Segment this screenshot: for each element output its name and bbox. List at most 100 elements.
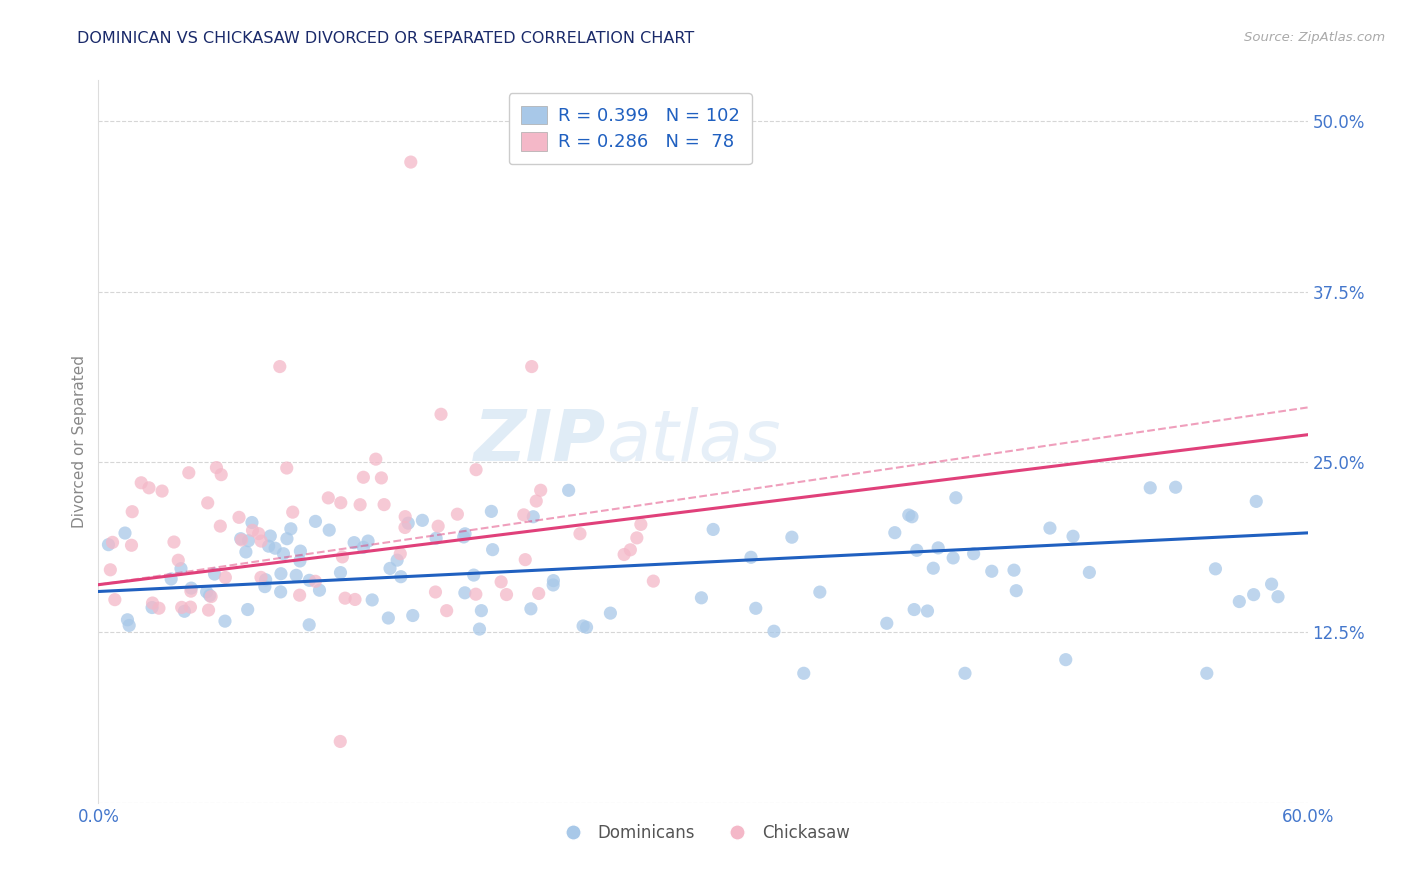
Point <box>515 552 537 566</box>
Point <box>454 526 477 541</box>
Y-axis label: Divorced or Separated: Divorced or Separated <box>72 355 87 528</box>
Point <box>808 585 831 599</box>
Point <box>114 526 136 541</box>
Point <box>464 587 486 601</box>
Point <box>524 494 547 508</box>
Point <box>430 407 453 421</box>
Point <box>917 604 939 618</box>
Point <box>364 452 387 467</box>
Point <box>173 604 195 618</box>
Point <box>454 586 477 600</box>
Point <box>250 570 273 584</box>
Point <box>903 602 925 616</box>
Point <box>357 534 380 549</box>
Point <box>1244 494 1267 508</box>
Point <box>148 601 170 615</box>
Point <box>745 601 768 615</box>
Point <box>257 539 280 553</box>
Point <box>273 547 295 561</box>
Point <box>332 549 354 564</box>
Point <box>953 666 976 681</box>
Point <box>427 519 450 533</box>
Point <box>197 603 219 617</box>
Point <box>204 567 226 582</box>
Point <box>945 491 967 505</box>
Point <box>97 538 120 552</box>
Point <box>389 547 412 561</box>
Point <box>280 522 302 536</box>
Point <box>572 619 595 633</box>
Point <box>209 519 232 533</box>
Point <box>396 516 419 531</box>
Point <box>619 542 641 557</box>
Point <box>541 578 564 592</box>
Point <box>180 584 202 599</box>
Point <box>118 618 141 632</box>
Point <box>141 600 163 615</box>
Point <box>630 517 652 532</box>
Point <box>121 505 143 519</box>
Text: ZIP: ZIP <box>474 407 606 476</box>
Point <box>922 561 945 575</box>
Point <box>250 534 273 549</box>
Point <box>259 529 281 543</box>
Point <box>214 614 236 628</box>
Point <box>520 602 543 616</box>
Point <box>453 530 475 544</box>
Point <box>343 592 366 607</box>
Point <box>214 570 236 584</box>
Point <box>1195 666 1218 681</box>
Point <box>288 554 311 568</box>
Point <box>394 520 416 534</box>
Text: atlas: atlas <box>606 407 780 476</box>
Point <box>568 526 591 541</box>
Point <box>370 471 392 485</box>
Point <box>780 530 803 544</box>
Point <box>270 566 292 581</box>
Point <box>240 516 263 530</box>
Point <box>104 592 127 607</box>
Point <box>276 461 298 475</box>
Point <box>318 523 340 537</box>
Point <box>290 544 312 558</box>
Point <box>557 483 579 498</box>
Point <box>530 483 553 498</box>
Text: DOMINICAN VS CHICKASAW DIVORCED OR SEPARATED CORRELATION CHART: DOMINICAN VS CHICKASAW DIVORCED OR SEPAR… <box>77 31 695 46</box>
Point <box>253 580 276 594</box>
Point <box>101 535 124 549</box>
Point <box>690 591 713 605</box>
Point <box>901 509 924 524</box>
Point <box>197 496 219 510</box>
Point <box>141 596 163 610</box>
Point <box>495 588 517 602</box>
Point <box>463 568 485 582</box>
Point <box>177 466 200 480</box>
Point <box>446 507 468 521</box>
Point <box>247 526 270 541</box>
Point <box>180 581 202 595</box>
Point <box>927 541 949 555</box>
Point <box>436 604 458 618</box>
Point <box>1267 590 1289 604</box>
Point <box>905 543 928 558</box>
Point <box>304 515 326 529</box>
Point <box>352 470 374 484</box>
Point <box>389 570 412 584</box>
Point <box>626 531 648 545</box>
Point <box>160 572 183 586</box>
Point <box>740 550 762 565</box>
Point <box>333 591 356 606</box>
Point <box>308 583 330 598</box>
Point <box>170 561 193 575</box>
Point <box>270 585 292 599</box>
Point <box>121 538 143 552</box>
Point <box>198 589 221 603</box>
Point <box>876 616 898 631</box>
Point <box>98 563 121 577</box>
Point <box>520 359 543 374</box>
Legend: Dominicans, Chickasaw: Dominicans, Chickasaw <box>550 817 856 848</box>
Point <box>613 548 636 562</box>
Point <box>575 620 598 634</box>
Point <box>276 532 298 546</box>
Point <box>543 574 565 588</box>
